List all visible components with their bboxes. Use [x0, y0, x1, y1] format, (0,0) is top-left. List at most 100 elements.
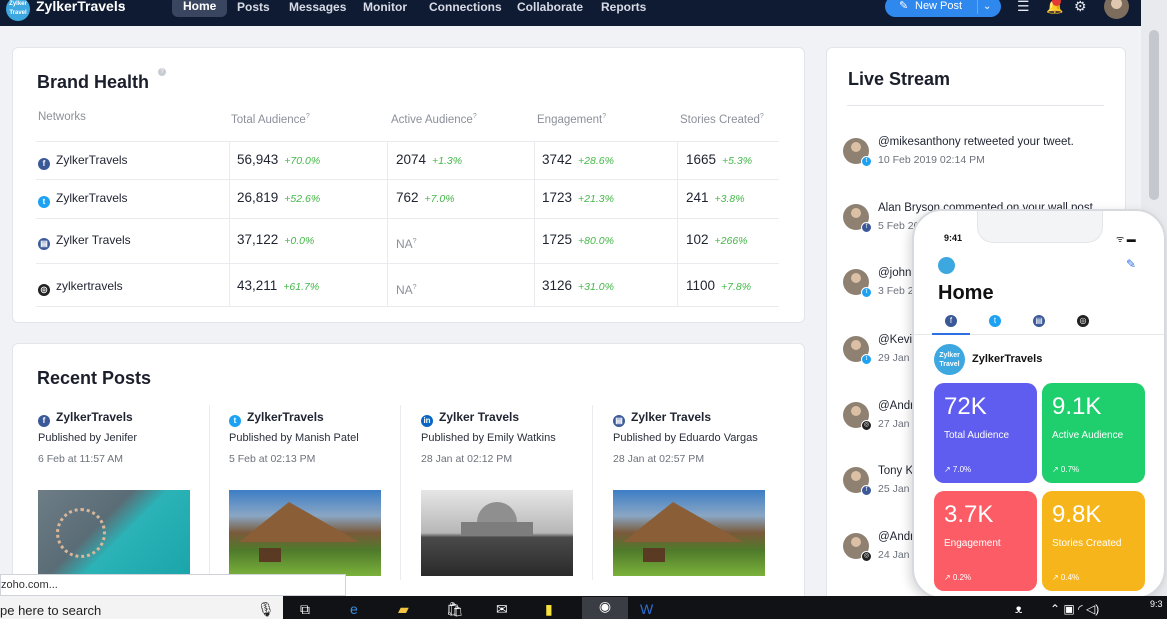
chrome-icon[interactable]: ◉	[582, 597, 628, 619]
tile-value: 72K	[944, 393, 987, 420]
brand-logo[interactable]: Zylker Travel	[6, 0, 30, 21]
post-card[interactable]: ▤ Zylker Travels Published by Eduardo Var…	[613, 408, 788, 576]
post-image[interactable]	[613, 490, 765, 576]
tile-label: Total Audience	[944, 430, 1010, 441]
stories-value: 241 +3.8%	[686, 190, 745, 205]
tile-label: Stories Created	[1052, 538, 1122, 549]
edge-browser-icon[interactable]: e	[350, 601, 358, 617]
account-avatar: Zylker Travel	[934, 344, 965, 375]
stream-date: 3 Feb 2	[878, 285, 914, 297]
new-post-button[interactable]: ✎ New Post ⌄	[885, 0, 1001, 17]
nav-reports[interactable]: Reports	[601, 0, 647, 14]
instagram-icon[interactable]: ◎	[1077, 315, 1089, 327]
network-name: zylkertravels	[56, 279, 123, 293]
nav-connections[interactable]: Connections	[429, 0, 502, 14]
button-divider	[977, 0, 978, 14]
twitter-icon: t	[861, 354, 872, 365]
post-card[interactable]: in Zylker Travels Published by Emily Watk…	[421, 408, 596, 576]
table-row[interactable]: ◎ zylkertravels	[38, 278, 123, 296]
tab-divider	[914, 334, 1164, 335]
phone-home-title: Home	[938, 282, 994, 304]
stat-tile-stories-created[interactable]: 9.8K Stories Created ↗ 0.4%	[1042, 491, 1145, 591]
instagram-icon: ◎	[861, 420, 872, 431]
table-row[interactable]: ▤ Zylker Travels	[38, 232, 131, 250]
active-audience-value: 762 +7.0%	[396, 190, 455, 205]
post-network: Zylker Travels	[631, 410, 712, 424]
taskbar-search-input[interactable]: pe here to search	[0, 596, 283, 619]
linkedin-icon: in	[421, 415, 433, 427]
post-divider	[209, 405, 210, 580]
scrollbar-thumb[interactable]	[1149, 30, 1159, 200]
nav-home[interactable]: Home	[172, 0, 228, 17]
post-divider	[400, 405, 401, 580]
nav-collaborate[interactable]: Collaborate	[517, 0, 584, 14]
google-business-icon: ▤	[613, 415, 625, 427]
stream-text: @Kevi	[878, 334, 913, 346]
stream-date: 5 Feb 20	[878, 220, 920, 232]
twitter-icon[interactable]: t	[989, 315, 1001, 327]
stat-tile-active-audience[interactable]: 9.1K Active Audience ↗ 0.7%	[1042, 383, 1145, 483]
gear-icon[interactable]: ⚙	[1074, 0, 1087, 14]
chevron-down-icon[interactable]: ⌄	[118, 0, 127, 11]
post-image[interactable]	[421, 490, 573, 576]
sticky-notes-icon[interactable]: ▮	[545, 601, 553, 617]
info-icon[interactable]: ?	[158, 68, 166, 76]
nav-monitor[interactable]: Monitor	[363, 0, 407, 14]
active-tab-indicator	[932, 333, 970, 335]
post-image[interactable]	[229, 490, 381, 576]
post-author: Published by Jenifer	[38, 432, 138, 444]
nav-messages[interactable]: Messages	[289, 0, 347, 14]
google-business-icon[interactable]: ▤	[1033, 315, 1045, 327]
col-stories-created: Stories Created?	[680, 113, 764, 126]
tile-value: 3.7K	[944, 501, 994, 528]
chevron-down-icon[interactable]: ⌄	[983, 1, 992, 12]
stream-date: 27 Jan	[878, 418, 910, 430]
table-row[interactable]: f ZylkerTravels	[38, 152, 128, 170]
microphone-icon[interactable]: 🎙	[257, 601, 275, 617]
stories-value: 1665 +5.3%	[686, 152, 753, 167]
stories-value: 102 +266%	[686, 232, 748, 247]
notification-badge	[1052, 0, 1061, 6]
post-image[interactable]	[38, 490, 190, 576]
word-icon[interactable]: W	[640, 601, 654, 617]
facebook-icon: f	[38, 158, 50, 170]
menu-lines-icon[interactable]: ☰	[1017, 0, 1030, 14]
brand-health-title: Brand Health	[37, 72, 150, 92]
post-card[interactable]: f ZylkerTravels Published by Jenifer 6 Fe…	[38, 408, 213, 576]
facebook-icon: f	[861, 485, 872, 496]
tray-icons[interactable]: ⌃ ▣ ◜ ◁)	[1050, 602, 1100, 616]
brand-name[interactable]: ZylkerTravels	[36, 0, 126, 14]
task-view-icon[interactable]: ⧉	[300, 601, 310, 617]
nav-posts[interactable]: Posts	[237, 0, 270, 14]
post-date: 28 Jan at 02:12 PM	[421, 453, 513, 465]
mail-icon[interactable]: ✉	[496, 601, 508, 617]
post-network: ZylkerTravels	[56, 410, 133, 424]
user-avatar[interactable]	[1104, 0, 1129, 19]
phone-time: 9:41	[944, 233, 963, 243]
brand-health-card	[12, 47, 805, 323]
post-date: 6 Feb at 11:57 AM	[38, 453, 124, 465]
taskbar-clock[interactable]: 9:3	[1150, 599, 1163, 609]
brand-logo	[938, 257, 955, 274]
active-audience-value: NA?	[396, 237, 417, 251]
account-name: ZylkerTravels	[972, 353, 1043, 365]
row-divider	[36, 141, 779, 142]
post-divider	[592, 405, 593, 580]
edit-icon[interactable]: ✎	[1126, 257, 1137, 271]
table-row[interactable]: t ZylkerTravels	[38, 190, 128, 208]
stat-tile-total-audience[interactable]: 72K Total Audience ↗ 7.0%	[934, 383, 1037, 483]
engagement-value: 3742 +28.6%	[542, 152, 614, 167]
store-icon[interactable]: 🛍	[446, 601, 464, 617]
col-divider	[677, 141, 678, 306]
tile-change: ↗ 0.7%	[1052, 465, 1080, 474]
facebook-icon[interactable]: f	[945, 315, 957, 327]
post-network: ZylkerTravels	[247, 410, 324, 424]
file-explorer-icon[interactable]: ▰	[398, 601, 409, 617]
col-active-audience: Active Audience?	[391, 113, 477, 126]
twitter-icon: t	[229, 415, 241, 427]
stat-tile-engagement[interactable]: 3.7K Engagement ↗ 0.2%	[934, 491, 1037, 591]
post-date: 5 Feb at 02:13 PM	[229, 453, 316, 465]
people-icon[interactable]: ᴥ	[1015, 602, 1023, 616]
twitter-icon: t	[861, 287, 872, 298]
post-card[interactable]: t ZylkerTravels Published by Manish Patel…	[229, 408, 404, 576]
